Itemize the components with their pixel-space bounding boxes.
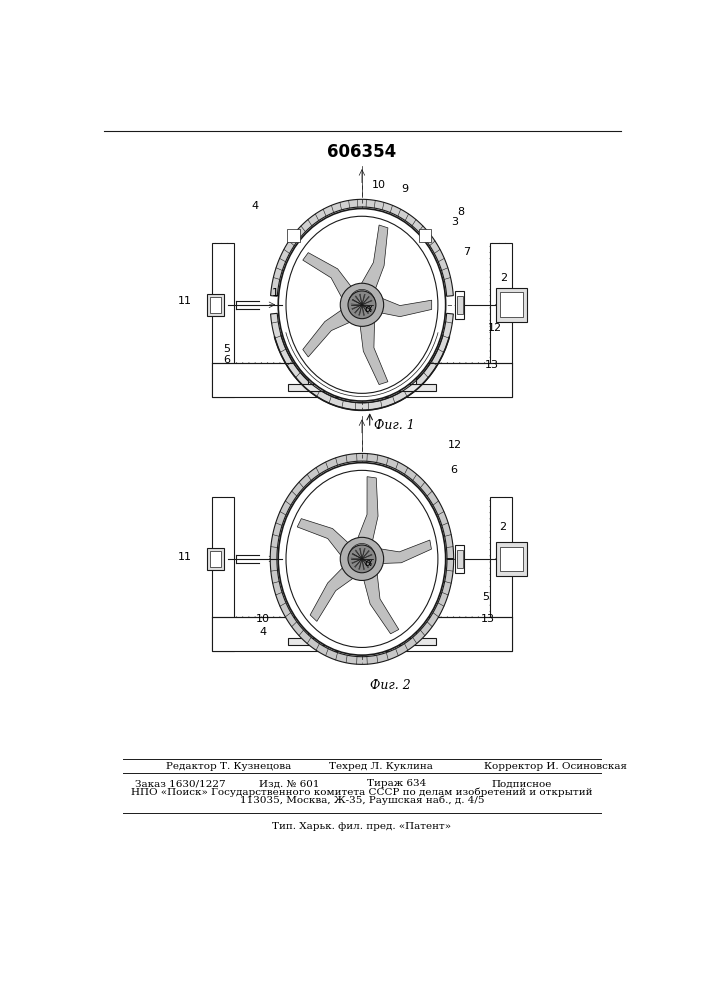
Text: НПО «Поиск» Государственного комитета СССР по делам изобретений и открытий: НПО «Поиск» Государственного комитета СС… — [132, 787, 592, 797]
Text: 9: 9 — [401, 184, 408, 194]
Polygon shape — [310, 566, 356, 621]
Text: Фиг. 1: Фиг. 1 — [373, 419, 414, 432]
Text: Техред Л. Куклина: Техред Л. Куклина — [329, 762, 433, 771]
Text: 2: 2 — [501, 273, 508, 283]
Polygon shape — [490, 497, 512, 651]
Text: Тираж 634: Тираж 634 — [368, 779, 426, 788]
Ellipse shape — [286, 470, 438, 647]
Text: 4: 4 — [252, 201, 259, 211]
Polygon shape — [212, 617, 512, 651]
Polygon shape — [308, 620, 331, 638]
Text: 113035, Москва, Ж-35, Раушская наб., д. 4/5: 113035, Москва, Ж-35, Раушская наб., д. … — [240, 796, 484, 805]
Polygon shape — [363, 570, 399, 634]
Polygon shape — [210, 297, 221, 312]
Polygon shape — [457, 550, 462, 568]
Polygon shape — [212, 243, 234, 397]
Polygon shape — [288, 384, 436, 391]
Polygon shape — [496, 542, 527, 576]
Text: 11: 11 — [178, 296, 192, 306]
Text: 4: 4 — [259, 627, 267, 637]
Circle shape — [348, 291, 376, 319]
Ellipse shape — [286, 216, 438, 393]
Polygon shape — [455, 291, 464, 319]
Polygon shape — [212, 497, 234, 651]
Polygon shape — [455, 545, 464, 573]
Polygon shape — [270, 453, 454, 664]
Polygon shape — [393, 366, 416, 384]
Polygon shape — [490, 243, 512, 397]
Polygon shape — [303, 253, 353, 301]
Polygon shape — [271, 199, 453, 296]
Text: Фиг. 2: Фиг. 2 — [370, 679, 411, 692]
Text: 12: 12 — [448, 440, 462, 450]
Polygon shape — [297, 519, 350, 558]
Circle shape — [340, 283, 384, 326]
Polygon shape — [356, 477, 378, 543]
Text: 2: 2 — [499, 522, 506, 532]
Polygon shape — [500, 292, 523, 317]
Text: 10: 10 — [256, 614, 270, 624]
Polygon shape — [212, 363, 512, 397]
Polygon shape — [500, 547, 523, 571]
Polygon shape — [419, 229, 431, 242]
Text: 5: 5 — [482, 592, 489, 602]
Text: Редактор Т. Кузнецова: Редактор Т. Кузнецова — [166, 762, 291, 771]
Polygon shape — [360, 319, 388, 385]
Polygon shape — [457, 296, 462, 314]
Circle shape — [310, 351, 329, 369]
Circle shape — [395, 605, 414, 624]
Polygon shape — [303, 309, 353, 357]
Circle shape — [395, 351, 414, 369]
Text: Подписное: Подписное — [491, 779, 551, 788]
Polygon shape — [360, 225, 388, 291]
Text: Корректор И. Осиновская: Корректор И. Осиновская — [484, 762, 626, 771]
Text: 7: 7 — [463, 247, 470, 257]
Text: 5: 5 — [223, 344, 230, 354]
Ellipse shape — [279, 463, 445, 655]
Text: α: α — [365, 558, 373, 568]
Polygon shape — [496, 288, 527, 322]
Text: 13: 13 — [481, 614, 494, 624]
Text: 6: 6 — [223, 355, 230, 365]
Text: 6: 6 — [450, 465, 457, 475]
Circle shape — [310, 605, 329, 624]
Circle shape — [348, 545, 376, 573]
Text: 10: 10 — [372, 180, 386, 190]
Polygon shape — [210, 551, 221, 567]
Circle shape — [340, 537, 384, 580]
Polygon shape — [378, 540, 431, 564]
Text: 11: 11 — [178, 552, 192, 562]
Ellipse shape — [279, 209, 445, 401]
Polygon shape — [379, 297, 432, 317]
Text: Заказ 1630/1227: Заказ 1630/1227 — [135, 779, 226, 788]
Text: 3: 3 — [452, 217, 458, 227]
Text: 8: 8 — [457, 207, 464, 217]
Polygon shape — [287, 229, 300, 242]
Polygon shape — [288, 638, 436, 645]
Text: α: α — [365, 304, 373, 314]
Polygon shape — [207, 294, 224, 316]
Polygon shape — [271, 313, 453, 410]
Text: Изд. № 601: Изд. № 601 — [259, 779, 320, 788]
Polygon shape — [393, 620, 416, 638]
Text: Тип. Харьк. фил. пред. «Патент»: Тип. Харьк. фил. пред. «Патент» — [272, 822, 452, 831]
Polygon shape — [207, 548, 224, 570]
Text: 13: 13 — [485, 360, 499, 370]
Polygon shape — [308, 366, 331, 384]
Text: 12: 12 — [489, 323, 502, 333]
Text: 606354: 606354 — [327, 143, 397, 161]
Text: 1: 1 — [271, 288, 279, 298]
